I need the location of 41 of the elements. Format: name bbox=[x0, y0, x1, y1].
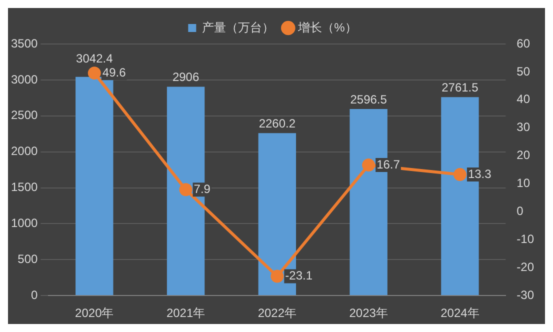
y2-tick-label: 20 bbox=[516, 148, 530, 162]
y-tick-label: 1500 bbox=[10, 180, 38, 194]
x-tick-label: 2022年 bbox=[258, 306, 297, 320]
data-label: 2761.5 bbox=[442, 80, 479, 94]
y-tick-label: 500 bbox=[18, 252, 38, 266]
y-tick-label: 3000 bbox=[10, 72, 38, 86]
legend-label: 增长（%） bbox=[297, 20, 357, 34]
y2-tick-label: -30 bbox=[516, 288, 534, 302]
x-tick-label: 2020年 bbox=[75, 306, 114, 320]
point bbox=[362, 158, 376, 172]
legend-label: 产量（万台） bbox=[202, 20, 274, 34]
y-tick-label: 3500 bbox=[10, 36, 38, 50]
y-tick-label: 1000 bbox=[10, 216, 38, 230]
x-tick-label: 2021年 bbox=[166, 306, 206, 320]
data-label: 3042.4 bbox=[76, 51, 114, 66]
y-tick-label: 2500 bbox=[10, 108, 38, 122]
data-label: 13.3 bbox=[468, 166, 492, 181]
data-label: 2260.2 bbox=[258, 116, 296, 130]
y-tick-label: 2000 bbox=[10, 144, 38, 158]
y2-tick-label: -20 bbox=[516, 260, 534, 274]
y2-tick-label: 30 bbox=[516, 120, 530, 134]
y2-tick-label: 40 bbox=[516, 92, 530, 106]
data-label: 7.9 bbox=[194, 182, 211, 196]
x-tick-label: 2024年 bbox=[440, 306, 480, 320]
data-label: 2906 bbox=[172, 70, 200, 84]
y2-tick-label: -10 bbox=[516, 232, 534, 246]
data-label: -23.1 bbox=[285, 268, 313, 283]
data-label: 16.7 bbox=[376, 157, 400, 172]
y2-tick-label: 60 bbox=[516, 36, 530, 50]
point bbox=[453, 168, 466, 182]
point bbox=[88, 66, 101, 80]
y-tick-label: 0 bbox=[31, 288, 38, 302]
bar bbox=[76, 76, 114, 296]
x-tick-label: 2023年 bbox=[349, 306, 388, 320]
y2-tick-label: 50 bbox=[516, 64, 530, 78]
point bbox=[179, 183, 192, 196]
data-label: 2596.5 bbox=[350, 92, 388, 106]
y2-tick-label: 10 bbox=[516, 176, 530, 190]
point bbox=[270, 270, 284, 283]
y2-tick-label: 0 bbox=[516, 204, 524, 218]
data-label: 49.6 bbox=[102, 65, 126, 80]
